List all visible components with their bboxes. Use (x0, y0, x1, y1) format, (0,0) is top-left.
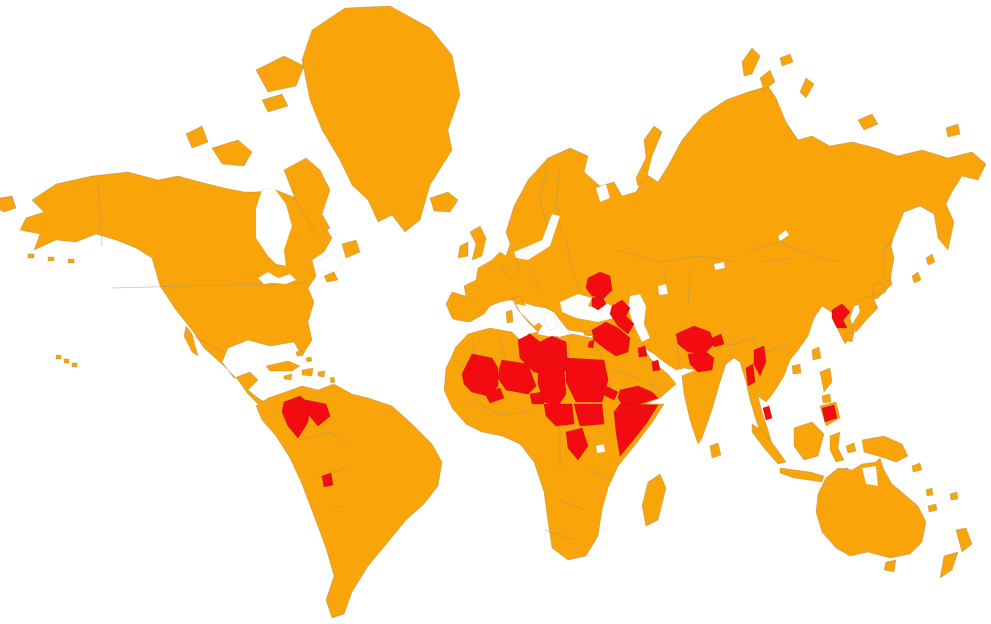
alert-region-kashmir (711, 333, 725, 348)
adriatic-sea (515, 303, 541, 327)
region-new-zealand-north (955, 527, 973, 553)
alert-region-north-korea (831, 303, 851, 329)
region-baffin-island (283, 157, 331, 237)
region-sumatra (751, 423, 787, 465)
region-hokkaido (871, 281, 887, 297)
alert-region-southeastern-peru (321, 472, 334, 488)
region-taiwan (811, 346, 822, 361)
baltic-sea (513, 213, 561, 261)
region-united-kingdom (469, 225, 487, 261)
lake-victoria (595, 443, 606, 454)
region-aleutians (27, 253, 75, 264)
region-honshu (849, 295, 879, 333)
alert-region-sudan (565, 357, 609, 403)
region-sardinia-corsica (505, 309, 514, 324)
white-sea (595, 183, 611, 203)
region-hawaii (55, 354, 78, 368)
region-ireland (457, 241, 469, 259)
alert-region-burkina-faso (483, 387, 505, 404)
great-lakes (257, 271, 297, 285)
region-victoria-island (211, 139, 253, 167)
land-layer (0, 5, 987, 619)
alert-region-somalia (613, 403, 659, 457)
region-novaya-zemlya (635, 125, 663, 187)
gulf-of-carpentaria (861, 465, 879, 487)
aral-sea (657, 283, 669, 296)
lake-baikal (777, 229, 790, 242)
region-java (779, 467, 825, 483)
region-iceland (429, 191, 459, 213)
region-newfoundland (341, 239, 361, 259)
region-devon-island (261, 93, 289, 113)
region-hispaniola (301, 367, 314, 377)
aegean-sea (543, 311, 559, 331)
water-layer (255, 183, 879, 487)
region-sri-lanka (709, 442, 722, 459)
region-south-america (255, 383, 443, 619)
alert-region-lebanon (587, 339, 595, 349)
alert-layer (281, 271, 851, 488)
region-new-guinea (861, 435, 909, 463)
region-sulawesi (829, 431, 845, 463)
gulf-of-st-lawrence (315, 253, 345, 273)
alert-region-western-venezuela (305, 399, 331, 427)
region-borneo (793, 421, 825, 461)
black-sea (559, 293, 615, 323)
region-kuril-islands (911, 253, 936, 284)
alert-region-niger (497, 359, 537, 395)
region-greenland (301, 5, 461, 233)
region-cuba (265, 360, 301, 372)
region-luzon (819, 367, 833, 393)
region-bahamas (295, 349, 313, 363)
region-melanesia (911, 462, 959, 513)
alert-region-mali (461, 353, 499, 397)
alert-region-yemen (617, 385, 659, 409)
region-hainan (791, 363, 802, 375)
region-visayas (821, 393, 832, 404)
alert-region-southern-thailand (762, 405, 773, 421)
alert-region-south-sudan (573, 403, 605, 427)
alert-region-northeast-nigeria (529, 391, 545, 405)
region-new-zealand-south (939, 551, 959, 579)
alert-region-western-pakistan (687, 351, 715, 373)
hudson-bay (255, 187, 293, 267)
region-puerto-rico (317, 370, 326, 378)
region-banks-island (185, 125, 209, 149)
lake-balkhash (713, 261, 726, 271)
alert-region-colombia (281, 395, 311, 439)
region-kyushu (844, 331, 855, 343)
region-madagascar (641, 473, 667, 527)
region-jamaica (283, 373, 293, 381)
alert-region-crimea (591, 295, 607, 311)
alert-region-afghanistan (675, 325, 715, 355)
region-wrangel-island (945, 123, 961, 138)
alert-region-qatar-bahrain (651, 359, 661, 372)
alert-region-southern-philippines (821, 404, 838, 423)
caspian-sea (627, 293, 651, 343)
region-chukotka-wrap (0, 195, 17, 213)
region-severnaya-zemlya (799, 77, 815, 99)
alert-region-kuwait (637, 345, 648, 358)
alert-region-eastern-ukraine (585, 271, 613, 299)
region-sakhalin (883, 241, 895, 283)
region-baja-california (183, 325, 199, 357)
alert-region-caucasus (609, 299, 635, 335)
region-australia (815, 457, 927, 559)
alert-region-eritrea (601, 383, 619, 401)
region-cyprus (583, 329, 593, 337)
alert-region-western-myanmar (745, 363, 756, 387)
region-ellesmere-island (255, 55, 305, 93)
region-north-america (19, 171, 333, 427)
alert-region-syria-iraq (591, 321, 631, 357)
alert-region-northern-myanmar (753, 345, 767, 377)
region-new-siberian-islands (857, 113, 879, 131)
region-nova-scotia (323, 271, 339, 283)
region-svalbard (741, 47, 794, 91)
region-tasmania (883, 559, 897, 573)
alert-region-central-african-republic (543, 403, 575, 427)
alert-region-eastern-dr-congo (565, 427, 589, 461)
